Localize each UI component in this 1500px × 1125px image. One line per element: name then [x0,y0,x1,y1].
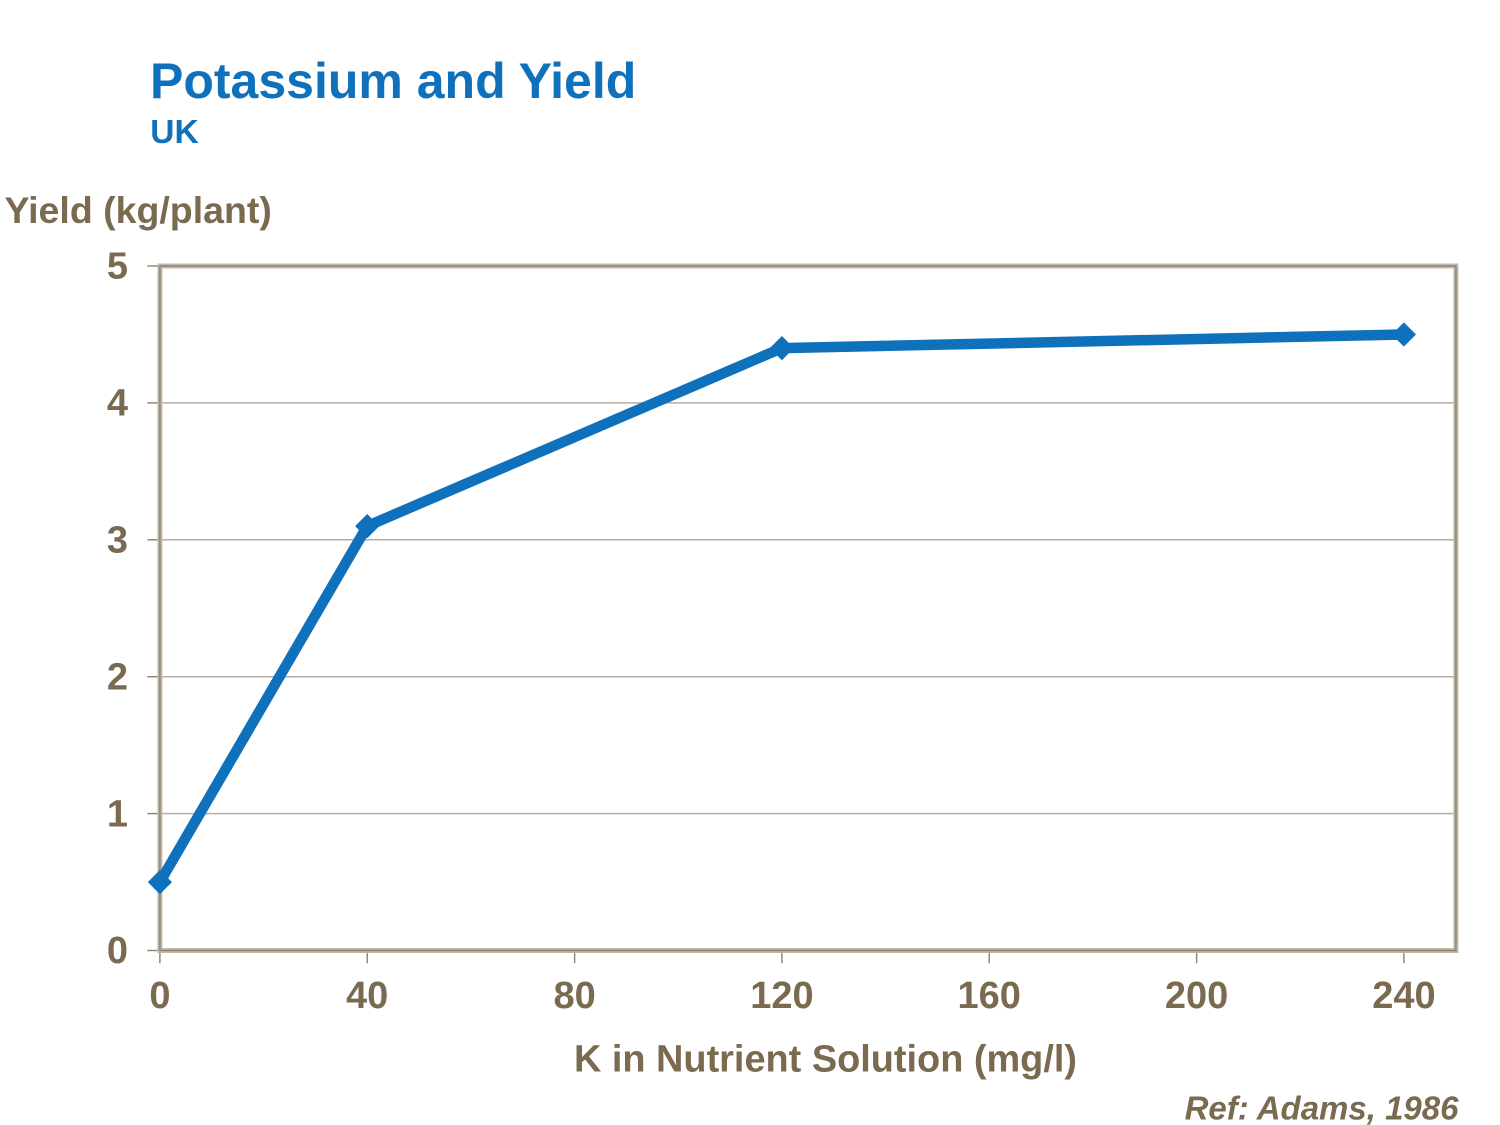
svg-text:Yield (kg/plant): Yield (kg/plant) [5,189,272,231]
svg-text:Potassium and Yield: Potassium and Yield [150,53,636,109]
svg-text:160: 160 [957,975,1020,1017]
svg-text:UK: UK [150,114,198,151]
svg-text:120: 120 [750,975,813,1017]
svg-text:2: 2 [107,656,128,698]
svg-text:4: 4 [107,383,128,425]
svg-text:1: 1 [107,793,128,835]
svg-text:40: 40 [346,975,388,1017]
svg-text:3: 3 [107,520,128,562]
svg-text:Ref: Adams, 1986: Ref: Adams, 1986 [1185,1090,1460,1125]
svg-text:80: 80 [553,975,595,1017]
svg-text:0: 0 [149,975,170,1017]
svg-text:5: 5 [107,246,128,288]
svg-text:200: 200 [1165,975,1228,1017]
svg-text:K in Nutrient Solution (mg/l): K in Nutrient Solution (mg/l) [574,1039,1077,1081]
svg-text:0: 0 [107,930,128,972]
svg-text:240: 240 [1372,975,1435,1017]
